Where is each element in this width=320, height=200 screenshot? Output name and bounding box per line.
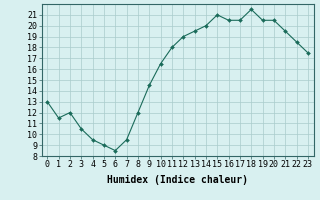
X-axis label: Humidex (Indice chaleur): Humidex (Indice chaleur)	[107, 175, 248, 185]
